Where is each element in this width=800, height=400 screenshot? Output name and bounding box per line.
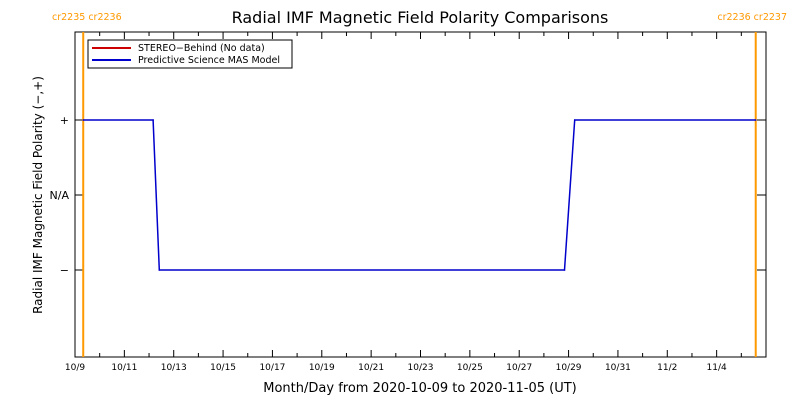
x-tick-label: 10/9 [65,363,85,373]
x-tick-label: 10/27 [506,363,532,373]
x-tick-label: 10/11 [111,363,137,373]
x-tick-label: 10/21 [358,363,384,373]
y-axis-label: Radial IMF Magnetic Field Polarity (−,+) [31,76,45,314]
x-tick-label: 11/2 [657,363,677,373]
x-tick-label: 10/13 [161,363,187,373]
y-tick-label: + [60,114,69,127]
legend-label-mas: Predictive Science MAS Model [138,55,280,66]
series-point-mas [152,119,154,121]
series-point-mas [82,119,85,121]
legend: STEREO−Behind (No data) Predictive Scien… [87,39,293,69]
x-tick-label: 10/17 [259,363,285,373]
series-point-mas [754,119,757,121]
carrington-marker-label: cr2236 cr2237 [717,12,787,23]
series-point-mas [158,269,161,271]
y-tick-label: N/A [50,189,70,202]
plot-area: 10/9 10/11 10/13 10/15 10/17 10/19 10/21 10/23 1… [50,12,787,373]
x-tick-label: 10/29 [556,363,582,373]
series-line-mas [83,119,756,271]
x-tick-label: 10/31 [605,363,631,373]
x-axis-label: Month/Day from 2020-10-09 to 2020-11-05 … [263,381,576,396]
legend-box [87,39,293,69]
series-point-mas [563,269,566,271]
x-tick-label: 11/4 [707,363,727,373]
x-tick-label: 10/23 [408,363,434,373]
series-point-mas [573,119,576,121]
x-tick-label: 10/15 [210,363,236,373]
legend-label-stereo: STEREO−Behind (No data) [138,43,265,54]
x-tick-label: 10/19 [309,363,335,373]
x-tick-label: 10/25 [457,363,483,373]
chart-title: Radial IMF Magnetic Field Polarity Compa… [232,8,609,27]
carrington-marker-label: cr2235 cr2236 [52,12,122,23]
y-tick-label: − [60,264,69,277]
